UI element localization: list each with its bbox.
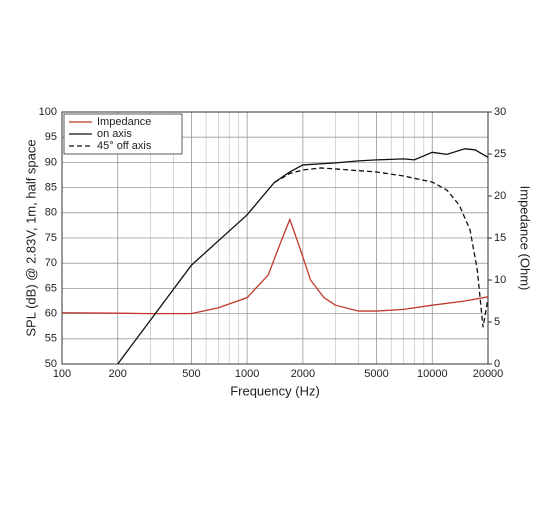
x-axis-label: Frequency (Hz) — [230, 383, 320, 398]
x-tick-label: 500 — [182, 368, 200, 380]
y2-axis-label: Impedance (Ohm) — [518, 186, 533, 291]
x-tick-label: 10000 — [417, 368, 448, 380]
series-line — [273, 167, 489, 328]
y-tick-label: 90 — [45, 156, 57, 168]
legend-label: Impedance — [97, 116, 151, 128]
y-tick-label: 65 — [45, 282, 57, 294]
y-tick-label: 60 — [45, 308, 57, 320]
y-axis-label: SPL (dB) @ 2.83V, 1m, half space — [23, 139, 38, 336]
x-tick-label: 5000 — [364, 368, 388, 380]
y-tick-label: 55 — [45, 333, 57, 345]
legend-label: on axis — [97, 128, 132, 140]
x-tick-label: 20000 — [473, 368, 504, 380]
y-tick-label: 50 — [45, 358, 57, 370]
x-tick-label: 100 — [53, 368, 71, 380]
y2-tick-label: 25 — [494, 148, 506, 160]
legend-box — [63, 113, 183, 155]
y-tick-label: 70 — [45, 257, 57, 269]
series-line — [61, 217, 489, 315]
y2-tick-label: 5 — [494, 316, 500, 328]
y-tick-label: 85 — [45, 182, 57, 194]
x-tick-label: 200 — [109, 368, 127, 380]
y2-tick-label: 0 — [494, 358, 500, 370]
y-tick-label: 75 — [45, 232, 57, 244]
x-tick-label: 2000 — [291, 368, 315, 380]
y-tick-label: 100 — [39, 106, 57, 118]
y2-tick-label: 10 — [494, 274, 506, 286]
y2-tick-label: 30 — [494, 106, 506, 118]
plot-frame — [61, 111, 489, 365]
legend-label: 45° off axis — [97, 140, 152, 152]
y-tick-label: 95 — [45, 131, 57, 143]
y-tick-label: 80 — [45, 207, 57, 219]
series-line — [117, 148, 489, 365]
x-tick-label: 1000 — [235, 368, 259, 380]
y2-tick-label: 15 — [494, 232, 506, 244]
y2-tick-label: 20 — [494, 190, 506, 202]
